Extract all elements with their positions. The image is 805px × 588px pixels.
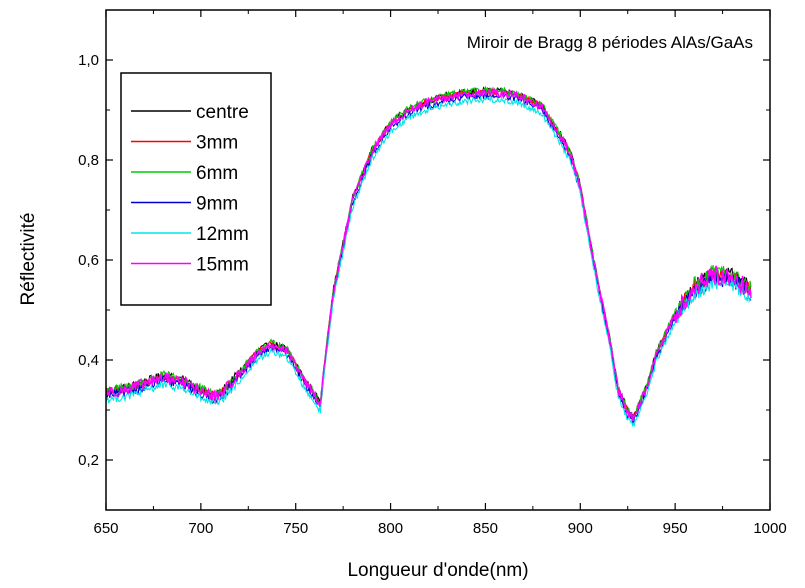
x-tick-label: 1000 — [753, 520, 786, 537]
y-tick-label: 0,8 — [78, 152, 99, 169]
chart-annotation: Miroir de Bragg 8 périodes AlAs/GaAs — [467, 33, 753, 52]
legend-label-centre: centre — [196, 102, 249, 123]
x-tick-label: 750 — [283, 520, 308, 537]
legend-label-6mm: 6mm — [196, 163, 238, 184]
x-tick-label: 650 — [93, 520, 118, 537]
ticks-layer: 650 700 750 800 850 900 950 1000 0,2 0,4 0,6 0,8 1,0 — [78, 9, 787, 537]
legend-label-9mm: 9mm — [196, 194, 238, 215]
legend-label-15mm: 15mm — [196, 255, 249, 276]
series-line-12mm — [105, 95, 752, 428]
y-tick-label: 0,4 — [78, 352, 99, 369]
series-line-9mm — [105, 91, 752, 426]
x-tick-label: 950 — [663, 520, 688, 537]
legend: centre 3mm 6mm 9mm 12mm 15mm — [120, 72, 272, 306]
x-tick-label: 800 — [378, 520, 403, 537]
x-tick-label: 850 — [473, 520, 498, 537]
y-tick-label: 0,2 — [78, 452, 99, 469]
x-axis-title: Longueur d'onde(nm) — [347, 560, 528, 581]
y-axis-title: Réflectivité — [18, 213, 39, 306]
y-tick-label: 1,0 — [78, 52, 99, 69]
x-tick-label: 700 — [188, 520, 213, 537]
legend-label-3mm: 3mm — [196, 133, 238, 154]
series-layer — [105, 85, 752, 428]
y-tick-label: 0,6 — [78, 252, 99, 269]
series-line-15mm — [105, 86, 752, 422]
legend-label-12mm: 12mm — [196, 224, 249, 245]
x-tick-label: 900 — [568, 520, 593, 537]
